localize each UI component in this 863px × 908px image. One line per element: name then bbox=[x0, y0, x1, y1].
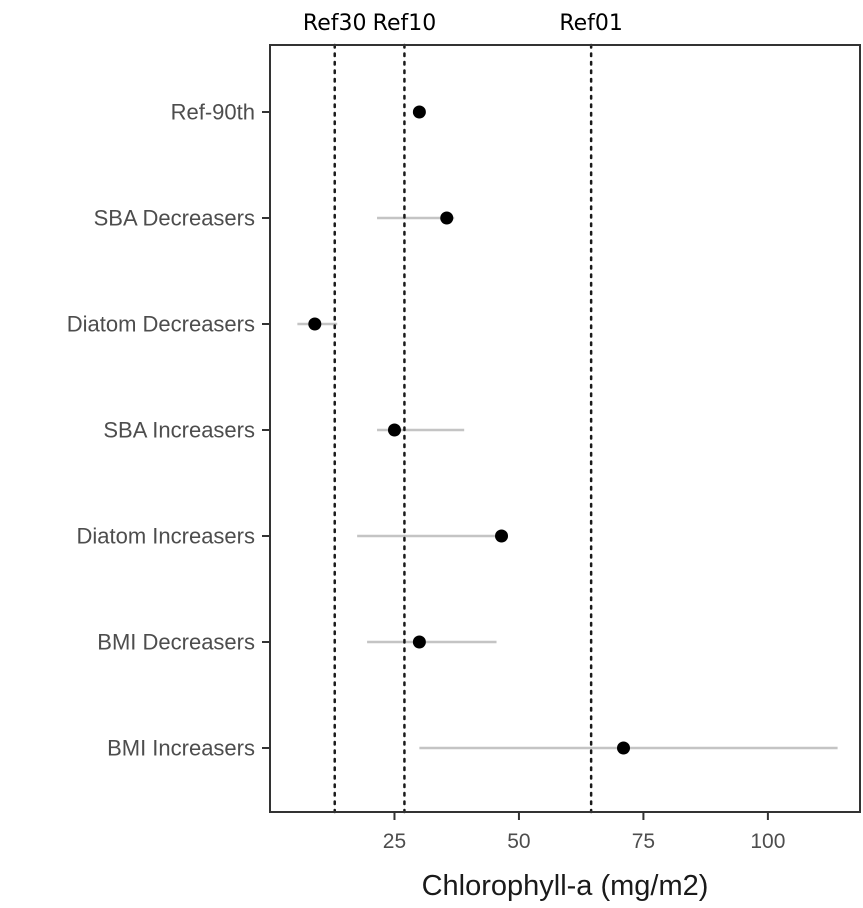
reference-label-layer: Ref30 Ref10 Ref01 bbox=[303, 11, 623, 36]
point-layer bbox=[308, 105, 631, 755]
y-tick-label: SBA Increasers bbox=[103, 418, 255, 443]
data-point bbox=[440, 211, 454, 225]
data-point bbox=[495, 529, 509, 543]
y-tick-label: Diatom Decreasers bbox=[67, 312, 255, 337]
x-axis-title: Chlorophyll-a (mg/m2) bbox=[422, 870, 709, 902]
data-point bbox=[617, 741, 631, 755]
reference-label: Ref01 bbox=[559, 11, 623, 36]
y-tick-label: Diatom Increasers bbox=[76, 524, 255, 549]
y-tick-label: Ref-90th bbox=[171, 100, 255, 125]
data-point bbox=[412, 105, 426, 119]
x-tick-label: 100 bbox=[750, 830, 785, 853]
x-tick-label: 25 bbox=[383, 830, 406, 853]
data-point bbox=[308, 317, 322, 331]
x-axis: 25 50 75 100 bbox=[383, 812, 785, 853]
reference-label: Ref10 bbox=[373, 11, 437, 36]
plot-panel bbox=[269, 44, 861, 813]
data-point bbox=[387, 423, 401, 437]
y-axis: Ref-90th SBA Decreasers Diatom Decreasers S… bbox=[67, 100, 270, 761]
reference-label: Ref30 bbox=[303, 11, 367, 36]
y-tick-label: BMI Decreasers bbox=[97, 630, 255, 655]
data-point bbox=[412, 635, 426, 649]
x-tick-label: 75 bbox=[632, 830, 655, 853]
y-tick-label: BMI Increasers bbox=[107, 736, 255, 761]
reference-line-layer bbox=[333, 43, 593, 814]
x-tick-label: 50 bbox=[507, 830, 530, 853]
y-tick-label: SBA Decreasers bbox=[94, 206, 255, 231]
interval-layer bbox=[297, 216, 838, 750]
